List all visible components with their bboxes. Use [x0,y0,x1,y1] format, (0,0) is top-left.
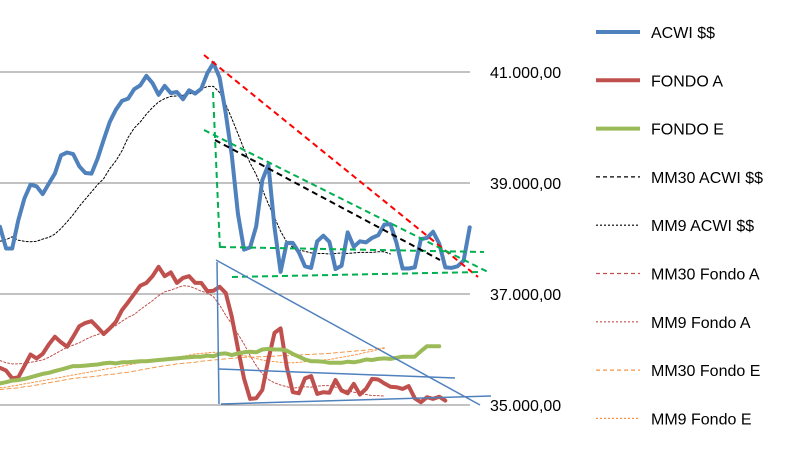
series-line-mm30-fondo-e [0,347,385,390]
legend-label-mm9-fondo-e: MM9 Fondo E [651,411,751,428]
series-line-mm9-acwi-usdusd [0,85,391,255]
legend-label-mm30-fondo-a: MM30 Fondo A [651,267,760,284]
series-line-fondo-a [0,264,448,405]
legend: ACWI $$ FONDO A FONDO E MM30 ACWI $$ MM9 ACW… [596,25,763,428]
trendline-blue-mid-fondo-a [218,368,456,379]
legend-label-fondo-e: FONDO E [651,122,724,139]
series-line-mm9-fondo-a [0,285,385,397]
legend-label-mm9-acwi-usdusd: MM9 ACWI $$ [651,218,754,235]
legend-label-mm30-acwi-usdusd: MM30 ACWI $$ [651,170,763,187]
y-tick-label-2: 37.000,00 [490,287,561,304]
price-series [0,61,472,405]
trendline-black-dashed-channel [214,139,441,261]
y-tick-label-3: 35.000,00 [490,398,561,415]
trendline-green-dashed-low [231,271,481,278]
legend-label-acwi-usdusd: ACWI $$ [651,25,715,42]
trendline-blue-vertical-fondo-a [216,261,220,405]
trendline-red-dashed-resistance [203,54,479,278]
series-line-mm9-fondo-e [0,347,385,389]
series-line-acwi-usdusd [0,61,472,274]
y-tick-label-0: 41.000,00 [490,65,561,82]
trendline-blue-base-fondo-a [220,395,492,405]
y-axis-tick-labels: 41.000,00 39.000,00 37.000,00 35.000,00 [490,65,561,415]
trendlines [203,54,492,406]
legend-label-fondo-a: FONDO A [651,73,723,90]
y-tick-label-1: 39.000,00 [490,176,561,193]
trendline-blue-upper-fondo-a [215,259,481,406]
trendline-green-dashed-vertical [212,91,221,251]
series-line-fondo-e [0,344,442,386]
trendline-green-dashed-upper [203,129,489,273]
legend-label-mm30-fondo-e: MM30 Fondo E [651,363,760,380]
moving-average-series [0,85,391,397]
trendline-green-dashed-mid [219,246,485,253]
gridlines [0,71,470,406]
legend-label-mm9-fondo-a: MM9 Fondo A [651,315,751,332]
